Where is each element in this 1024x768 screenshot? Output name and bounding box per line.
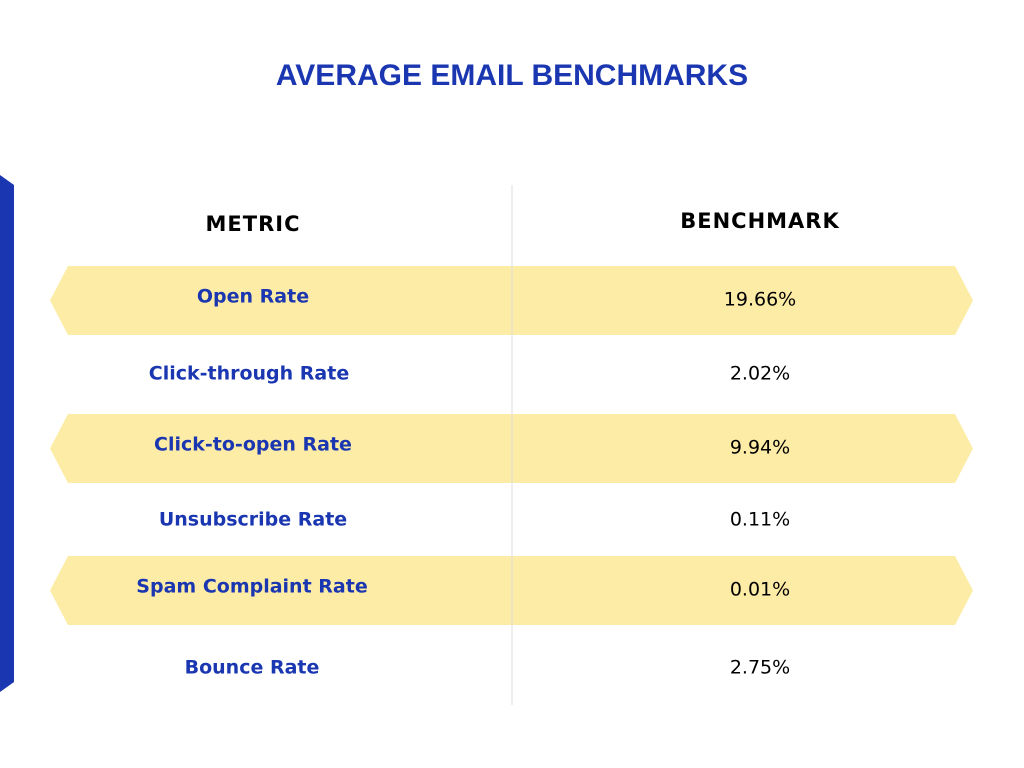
title: AVERAGE EMAIL BENCHMARKS: [276, 59, 748, 92]
metric-cell: Unsubscribe Rate: [159, 509, 347, 531]
benchmark-cell: 0.11%: [730, 509, 790, 531]
metric-cell: Click-through Rate: [149, 363, 349, 385]
column-header: BENCHMARK: [680, 209, 840, 233]
metric-cell: Spam Complaint Rate: [136, 576, 367, 598]
benchmark-cell: 9.94%: [730, 437, 790, 459]
column-header: METRIC: [206, 212, 301, 236]
metric-cell: Click-to-open Rate: [154, 434, 352, 456]
metric-cell: Open Rate: [197, 286, 309, 308]
benchmark-cell: 0.01%: [730, 579, 790, 601]
benchmark-cell: 2.02%: [730, 363, 790, 385]
benchmark-cell: 2.75%: [730, 657, 790, 679]
side-bar: [0, 175, 14, 692]
benchmark-cell: 19.66%: [724, 289, 796, 311]
metric-cell: Bounce Rate: [185, 657, 320, 679]
rows: Open Rate 19.66% Click-through Rate 2.02% Cl…: [136, 286, 796, 679]
